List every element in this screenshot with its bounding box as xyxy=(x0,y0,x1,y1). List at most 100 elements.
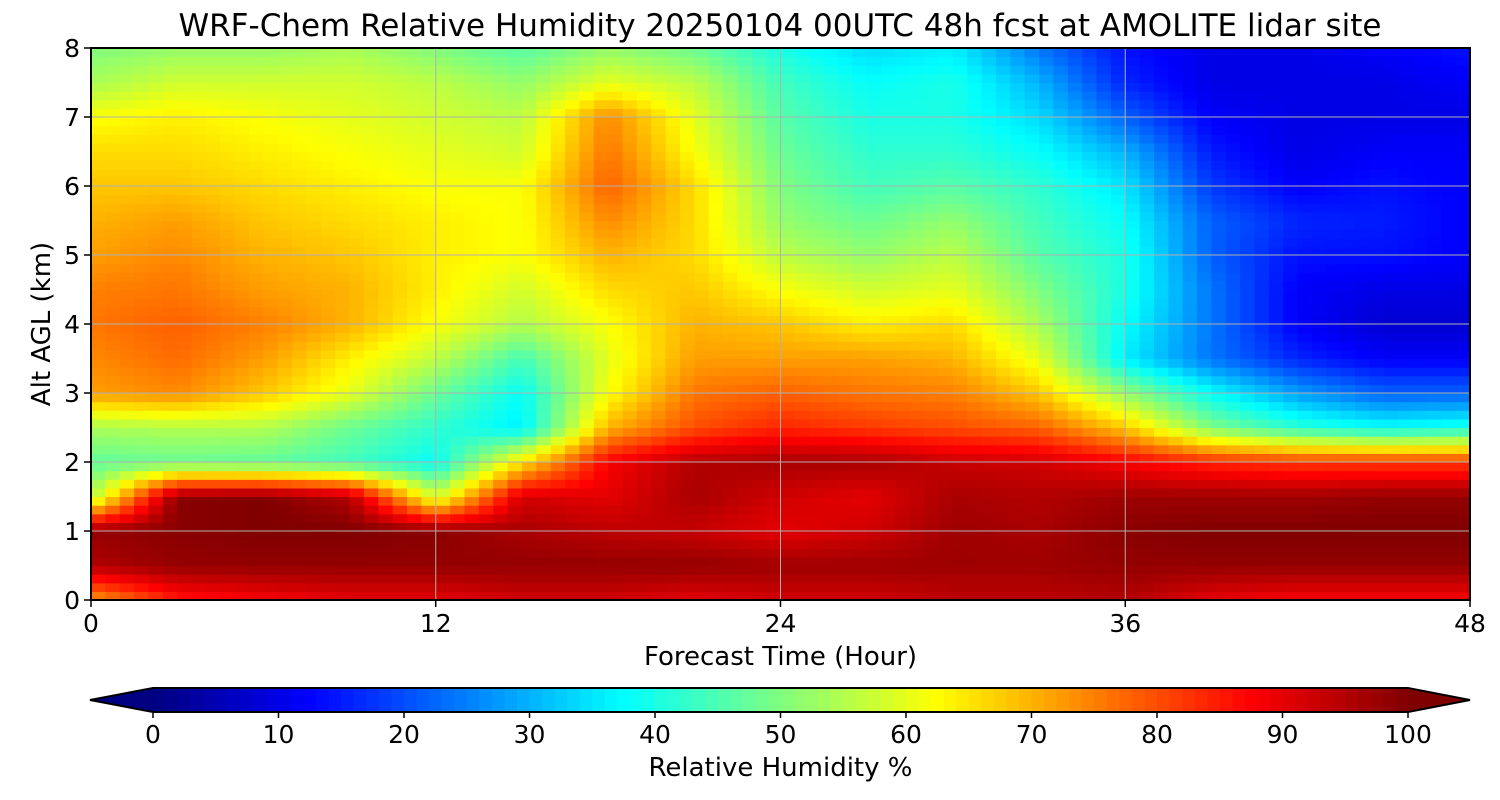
heatmap-cell xyxy=(378,289,394,299)
heatmap-cell xyxy=(277,375,293,385)
heatmap-cell xyxy=(320,436,336,446)
heatmap-cell xyxy=(967,393,983,403)
heatmap-cell xyxy=(349,591,365,601)
heatmap-cell xyxy=(1168,272,1184,282)
heatmap-cell xyxy=(1283,255,1299,265)
heatmap-cell xyxy=(794,548,810,558)
heatmap-cell xyxy=(651,332,667,342)
heatmap-cell xyxy=(521,496,537,506)
heatmap-cell xyxy=(837,462,853,472)
heatmap-cell xyxy=(335,375,351,385)
heatmap-cell xyxy=(1412,220,1428,230)
heatmap-cell xyxy=(1369,246,1385,256)
heatmap-cell xyxy=(694,186,710,196)
heatmap-cell xyxy=(1441,272,1457,282)
heatmap-cell xyxy=(1441,453,1457,463)
heatmap-cell xyxy=(148,324,164,334)
heatmap-cell xyxy=(1211,272,1227,282)
heatmap-cell xyxy=(1053,505,1069,515)
heatmap-cell xyxy=(593,556,609,567)
heatmap-cell xyxy=(1326,341,1342,351)
heatmap-cell xyxy=(349,194,365,204)
heatmap-cell xyxy=(809,168,825,178)
heatmap-cell xyxy=(536,487,552,498)
heatmap-cell xyxy=(263,203,279,213)
heatmap-cell xyxy=(119,220,135,230)
heatmap-cell xyxy=(335,505,351,515)
heatmap-cell xyxy=(378,237,394,247)
heatmap-cell xyxy=(1139,272,1155,282)
heatmap-cell xyxy=(335,229,351,239)
heatmap-cell xyxy=(521,177,537,187)
heatmap-cell xyxy=(493,574,509,584)
heatmap-cell xyxy=(1053,427,1069,437)
heatmap-cell xyxy=(148,539,164,549)
heatmap-cell xyxy=(1067,513,1083,523)
heatmap-cell xyxy=(1340,410,1356,420)
heatmap-cell xyxy=(981,177,997,187)
heatmap-cell xyxy=(1254,324,1270,334)
heatmap-cell xyxy=(335,151,351,161)
heatmap-cell xyxy=(407,582,422,592)
heatmap-cell xyxy=(162,496,178,506)
heatmap-cell xyxy=(91,591,106,601)
heatmap-cell xyxy=(435,237,451,247)
heatmap-cell xyxy=(105,315,121,325)
heatmap-cell xyxy=(205,436,221,446)
heatmap-cell xyxy=(277,203,293,213)
heatmap-cell xyxy=(1139,332,1155,342)
heatmap-cell xyxy=(134,367,150,377)
heatmap-cell xyxy=(1125,565,1141,575)
heatmap-cell xyxy=(507,272,523,282)
heatmap-cell xyxy=(1412,427,1428,437)
heatmap-cell xyxy=(1340,280,1356,291)
heatmap-cell xyxy=(924,324,940,334)
heatmap-cell xyxy=(1082,591,1098,601)
heatmap-cell xyxy=(105,487,121,498)
heatmap-cell xyxy=(723,246,738,256)
heatmap-cell xyxy=(1311,358,1327,368)
heatmap-cell xyxy=(1412,436,1428,446)
heatmap-cell xyxy=(1039,505,1055,515)
heatmap-cell xyxy=(536,367,552,377)
heatmap-cell xyxy=(1067,375,1083,385)
heatmap-cell xyxy=(1254,263,1270,273)
heatmap-cell xyxy=(579,427,595,437)
heatmap-cell xyxy=(608,280,624,291)
heatmap-cell xyxy=(550,565,566,575)
heatmap-cell xyxy=(407,237,422,247)
heatmap-cell xyxy=(507,367,523,377)
heatmap-cell xyxy=(1197,151,1213,161)
heatmap-cell xyxy=(536,427,552,437)
heatmap-cell xyxy=(292,453,308,463)
heatmap-cell xyxy=(1067,427,1083,437)
heatmap-cell xyxy=(952,496,968,506)
heatmap-cell xyxy=(105,237,121,247)
heatmap-cell xyxy=(823,375,839,385)
heatmap-cell xyxy=(1326,324,1342,334)
heatmap-cell xyxy=(378,168,394,178)
heatmap-cell xyxy=(593,582,609,592)
heatmap-cell xyxy=(292,565,308,575)
heatmap-cell xyxy=(895,168,911,178)
heatmap-cell xyxy=(622,513,638,523)
heatmap-cell xyxy=(263,255,279,265)
heatmap-cell xyxy=(105,384,121,394)
heatmap-cell xyxy=(981,462,997,472)
heatmap-cell xyxy=(177,591,193,601)
heatmap-cell xyxy=(1010,556,1026,567)
heatmap-cell xyxy=(1053,306,1069,316)
heatmap-cell xyxy=(234,229,250,239)
heatmap-cell xyxy=(622,539,638,549)
heatmap-cell xyxy=(995,487,1011,498)
heatmap-cell xyxy=(981,453,997,463)
heatmap-cell xyxy=(1139,582,1155,592)
heatmap-cell xyxy=(723,462,738,472)
heatmap-cell xyxy=(378,349,394,360)
heatmap-cell xyxy=(1441,186,1457,196)
heatmap-cell xyxy=(1398,418,1414,429)
heatmap-cell xyxy=(1297,487,1313,498)
heatmap-cell xyxy=(651,211,667,222)
heatmap-cell xyxy=(1067,332,1083,342)
heatmap-cell xyxy=(421,324,437,334)
